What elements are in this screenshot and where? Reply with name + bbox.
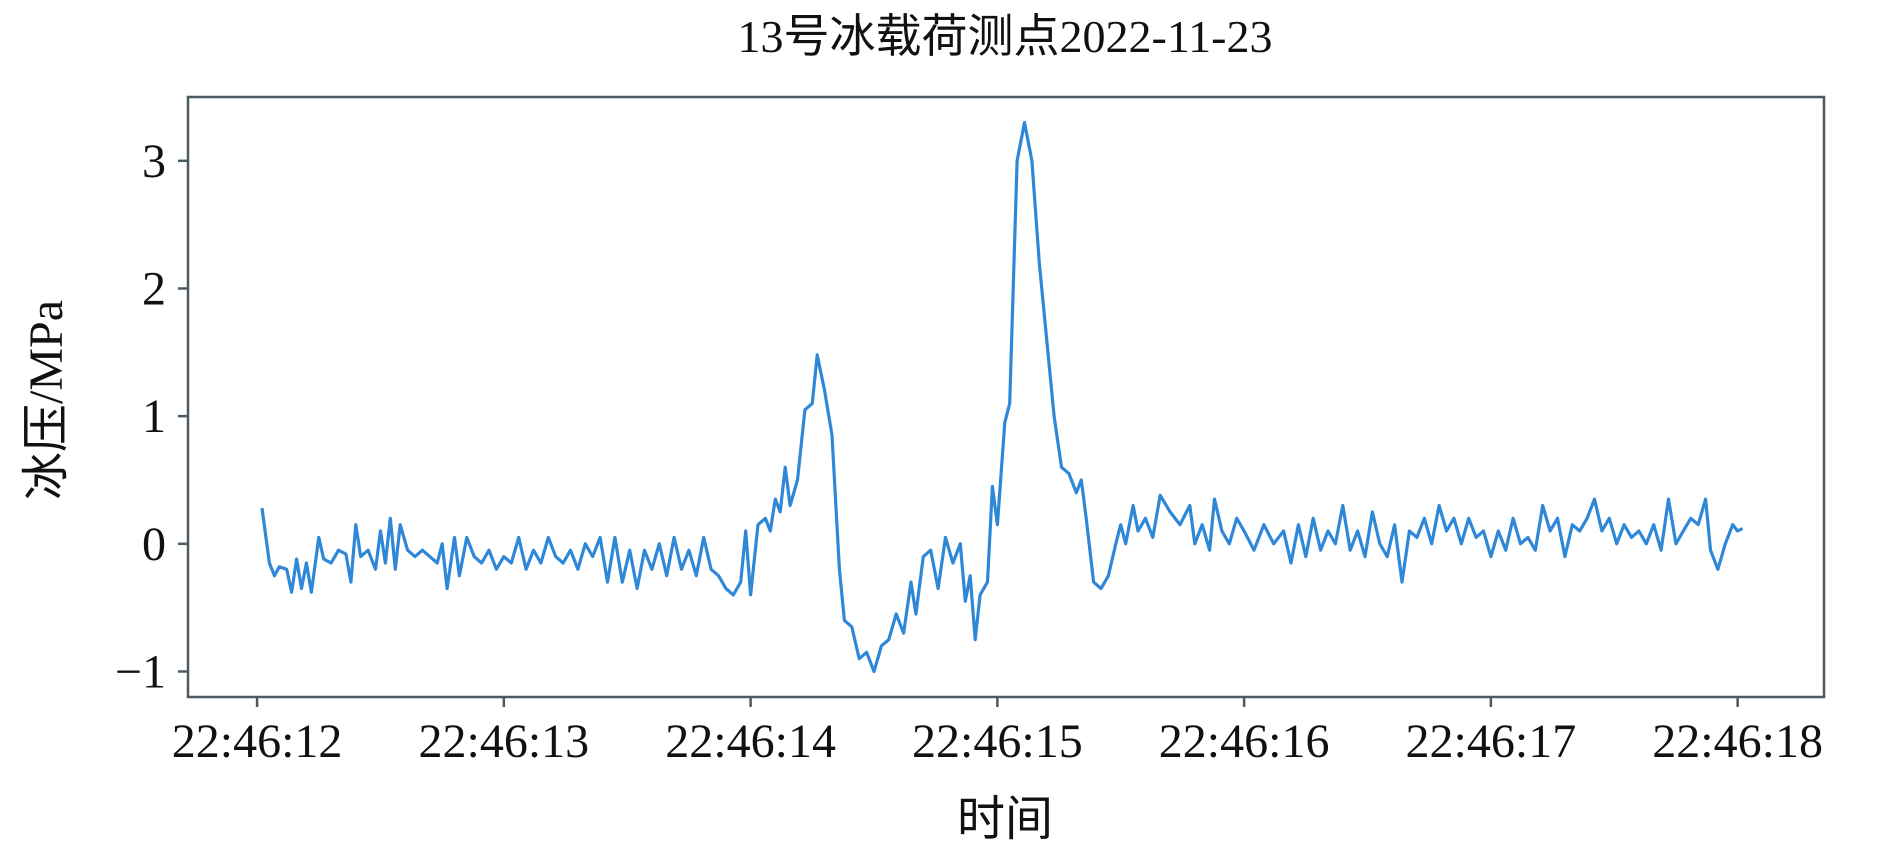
series-line: [260, 120, 1744, 674]
y-tick-label: −1: [115, 645, 166, 698]
y-tick-label: 3: [142, 135, 166, 188]
plot-frame: [186, 95, 1826, 699]
y-axis-label: 冰压/MPa: [20, 300, 73, 500]
x-axis: 22:46:12 22:46:13 22:46:14 22:46:15 22:46:16…: [172, 697, 1823, 768]
x-tick-label: 22:46:14: [665, 715, 836, 768]
x-tick-label: 22:46:17: [1406, 715, 1577, 768]
x-tick-label: 22:46:18: [1652, 715, 1823, 768]
x-tick-label: 22:46:16: [1159, 715, 1330, 768]
y-tick-label: 1: [142, 390, 166, 443]
x-axis-label: 时间: [957, 793, 1053, 846]
x-tick-label: 22:46:15: [912, 715, 1083, 768]
x-tick-label: 22:46:13: [419, 715, 590, 768]
y-tick-label: 0: [142, 518, 166, 571]
y-tick-label: 2: [142, 262, 166, 315]
chart-title: 13号冰载荷测点2022-11-23: [738, 11, 1273, 62]
y-axis: −1 0 1 2 3: [115, 135, 188, 698]
x-tick-label: 22:46:12: [172, 715, 343, 768]
